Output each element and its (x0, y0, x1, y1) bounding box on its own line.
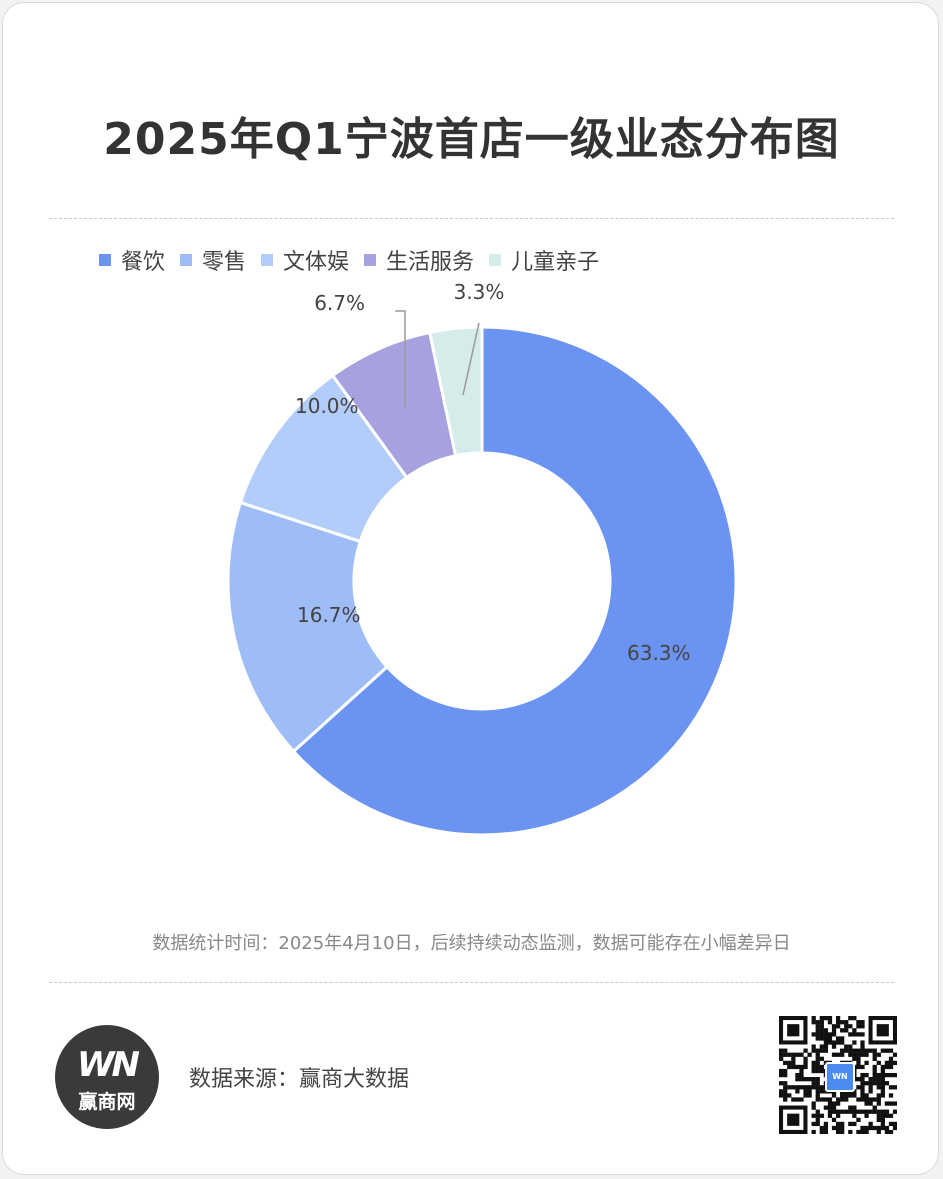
legend-item-catering: 餐饮 (99, 244, 165, 276)
legend-label: 文体娱 (283, 250, 350, 275)
data-label-4: 3.3% (454, 280, 505, 304)
data-label-0: 63.3% (627, 641, 691, 665)
legend-label: 零售 (202, 250, 247, 275)
legend-swatch (261, 254, 274, 266)
data-label-1: 16.7% (297, 603, 361, 627)
data-note: 数据统计时间：2025年4月10日，后续持续动态监测，数据可能存在小幅差异日 (152, 933, 791, 954)
legend-label: 餐饮 (121, 250, 166, 275)
legend-swatch (489, 254, 502, 266)
data-source: 数据来源：赢商大数据 (189, 1067, 410, 1092)
title-divider (49, 218, 894, 219)
donut-slice-4 (427, 325, 484, 458)
data-label-3: 6.7% (314, 291, 365, 315)
donut-slice-0 (291, 325, 738, 837)
chart-title: 2025年Q1宁波首店一级业态分布图 (103, 114, 840, 165)
legend-item-retail: 零售 (180, 244, 246, 276)
legend-swatch (180, 254, 193, 266)
legend-item-kids: 儿童亲子 (489, 244, 599, 276)
legend-item-life-service: 生活服务 (364, 244, 474, 276)
legend-swatch (99, 254, 111, 266)
legend-item-entertainment: 文体娱 (261, 244, 349, 276)
footer-divider (49, 982, 894, 983)
qr-code: WN (779, 1016, 898, 1135)
donut-chart: 63.3% 16.7% 10.0% 6.7% 3.3% (226, 280, 738, 837)
legend-swatch (364, 254, 377, 266)
brand-logo: WN 赢商网 (55, 1025, 159, 1129)
logo-mark: WN (77, 1045, 140, 1085)
data-label-2: 10.0% (295, 394, 359, 418)
legend: 餐饮 零售 文体娱 生活服务 儿童亲子 (99, 244, 614, 276)
qr-badge: WN (825, 1062, 855, 1092)
leader-line-3 (395, 310, 406, 409)
logo-text: 赢商网 (78, 1091, 136, 1113)
legend-label: 生活服务 (386, 250, 475, 275)
legend-label: 儿童亲子 (511, 250, 600, 275)
donut-slice-1 (226, 500, 390, 754)
leader-line-4 (462, 322, 480, 396)
